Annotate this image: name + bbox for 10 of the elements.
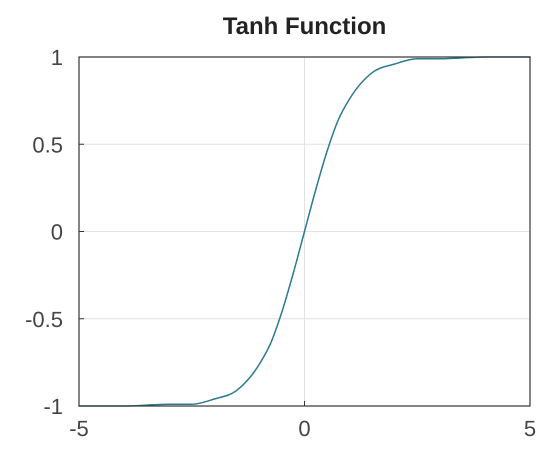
y-tick-label: -1: [43, 394, 63, 419]
y-tick-label: 0.5: [32, 132, 63, 158]
x-tick-label: -5: [69, 416, 89, 441]
x-tick-label: 5: [524, 416, 536, 441]
line-series: [78, 56, 531, 407]
chart-title: Tanh Function: [222, 13, 386, 40]
x-tick-label: 0: [298, 416, 311, 441]
y-tick-label: -0.5: [25, 306, 63, 332]
y-tick-label: 1: [50, 45, 63, 70]
y-tick-label: 0: [50, 220, 63, 244]
